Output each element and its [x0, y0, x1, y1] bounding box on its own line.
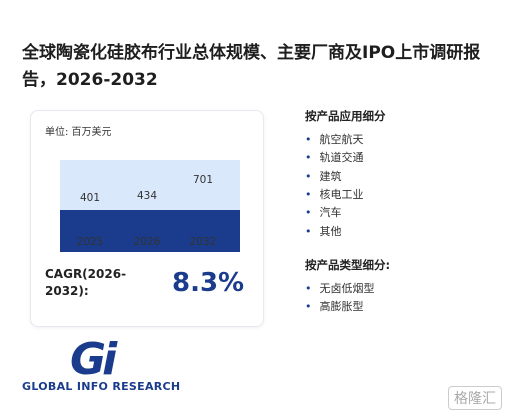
segment-item: 轨道交通: [305, 149, 364, 165]
segment-heading: 按产品类型细分:: [305, 257, 391, 272]
segment-item: 航空航天: [305, 131, 364, 147]
segment-item: 其他: [305, 223, 342, 239]
logo-text: GLOBAL INFO RESEARCH: [22, 380, 181, 393]
segment-heading: 按产品应用细分: [305, 109, 386, 123]
bar: [60, 184, 240, 211]
cagr-label: CAGR(2026-2032):: [45, 267, 127, 298]
segment-item: 汽车: [305, 204, 342, 220]
bar: [60, 160, 240, 185]
cagr-value: 8.3%: [172, 268, 245, 298]
value-label: 701: [192, 174, 214, 186]
segment-item: 核电工业: [305, 186, 364, 202]
title: 全球陶瓷化硅胶布行业总体规模、主要厂商及IPO上市调研报告，2026-2032: [22, 43, 481, 90]
unit-label: 单位: 百万美元: [45, 127, 112, 138]
value-label: 401: [79, 191, 101, 204]
bar: [60, 210, 240, 253]
segment-item: 高膨胀型: [305, 298, 364, 314]
segment-item: 建筑: [305, 168, 342, 184]
value-label: 434: [136, 189, 158, 202]
x-label: 2025: [76, 236, 104, 248]
watermark: 格隆汇: [448, 386, 502, 410]
segment-item: 无卤低烟型: [305, 280, 375, 296]
x-label: 2032: [189, 236, 217, 248]
logo-mark: Gi: [70, 334, 117, 385]
bar-chart: 401 2025 434 2026 701 2032: [60, 160, 240, 253]
x-label: 2026: [133, 236, 161, 248]
